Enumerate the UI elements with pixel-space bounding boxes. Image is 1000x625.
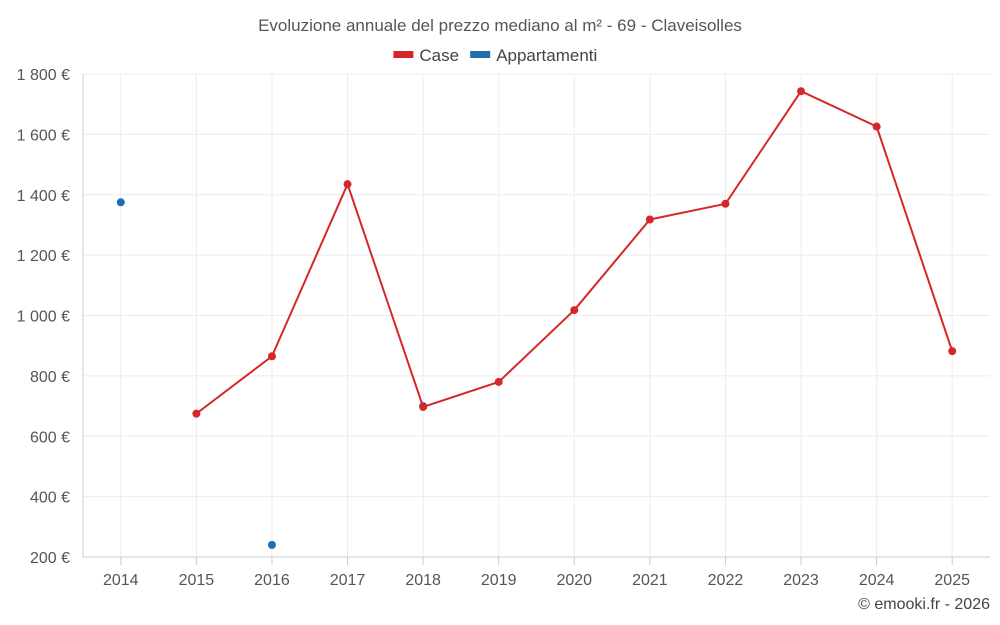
data-point-case[interactable] bbox=[419, 402, 428, 411]
grid-lines bbox=[83, 73, 990, 558]
series-case bbox=[192, 87, 957, 418]
data-point-case[interactable] bbox=[948, 347, 957, 356]
x-tick-label: 2016 bbox=[254, 572, 290, 589]
legend-label-appartamenti[interactable]: Appartamenti bbox=[496, 46, 597, 65]
data-point-case[interactable] bbox=[872, 122, 881, 131]
legend-swatch-appartamenti bbox=[470, 51, 491, 58]
credit-text: © emooki.fr - 2026 bbox=[858, 596, 990, 613]
x-tick-label: 2018 bbox=[405, 572, 441, 589]
x-tick-label: 2020 bbox=[556, 572, 592, 589]
data-point-appartamenti[interactable] bbox=[267, 540, 276, 549]
x-tick-label: 2022 bbox=[708, 572, 744, 589]
y-tick-label: 1 800 € bbox=[17, 67, 70, 84]
data-point-case[interactable] bbox=[570, 306, 579, 315]
x-tick-label: 2021 bbox=[632, 572, 668, 589]
y-tick-label: 400 € bbox=[30, 490, 70, 507]
x-tick-label: 2019 bbox=[481, 572, 517, 589]
data-point-case[interactable] bbox=[721, 199, 730, 208]
y-tick-label: 1 400 € bbox=[17, 188, 70, 205]
y-tick-label: 1 600 € bbox=[17, 127, 70, 144]
x-tick-label: 2017 bbox=[330, 572, 366, 589]
x-tick-label: 2025 bbox=[934, 572, 970, 589]
x-tick-label: 2023 bbox=[783, 572, 819, 589]
legend-label-case[interactable]: Case bbox=[419, 46, 459, 65]
chart-title: Evoluzione annuale del prezzo mediano al… bbox=[258, 16, 742, 35]
x-tick-label: 2015 bbox=[179, 572, 215, 589]
data-point-case[interactable] bbox=[494, 377, 503, 386]
y-tick-label: 800 € bbox=[30, 369, 70, 386]
y-tick-label: 1 000 € bbox=[17, 309, 70, 326]
y-tick-label: 200 € bbox=[30, 550, 70, 567]
series-group bbox=[116, 87, 957, 549]
data-point-case[interactable] bbox=[645, 215, 654, 224]
y-tick-label: 1 200 € bbox=[17, 248, 70, 265]
data-point-case[interactable] bbox=[797, 87, 806, 96]
x-tick-label: 2024 bbox=[859, 572, 895, 589]
data-point-case[interactable] bbox=[192, 409, 201, 418]
data-point-case[interactable] bbox=[267, 352, 276, 361]
axes: 200 € 400 € 600 € 800 € 1 000 € 1 200 € 1 400 … bbox=[17, 67, 990, 589]
data-point-appartamenti[interactable] bbox=[116, 198, 125, 207]
legend: Case Appartamenti bbox=[393, 46, 597, 65]
x-tick-label: 2014 bbox=[103, 572, 139, 589]
data-point-case[interactable] bbox=[343, 180, 352, 189]
legend-swatch-case bbox=[393, 51, 414, 58]
y-tick-label: 600 € bbox=[30, 429, 70, 446]
